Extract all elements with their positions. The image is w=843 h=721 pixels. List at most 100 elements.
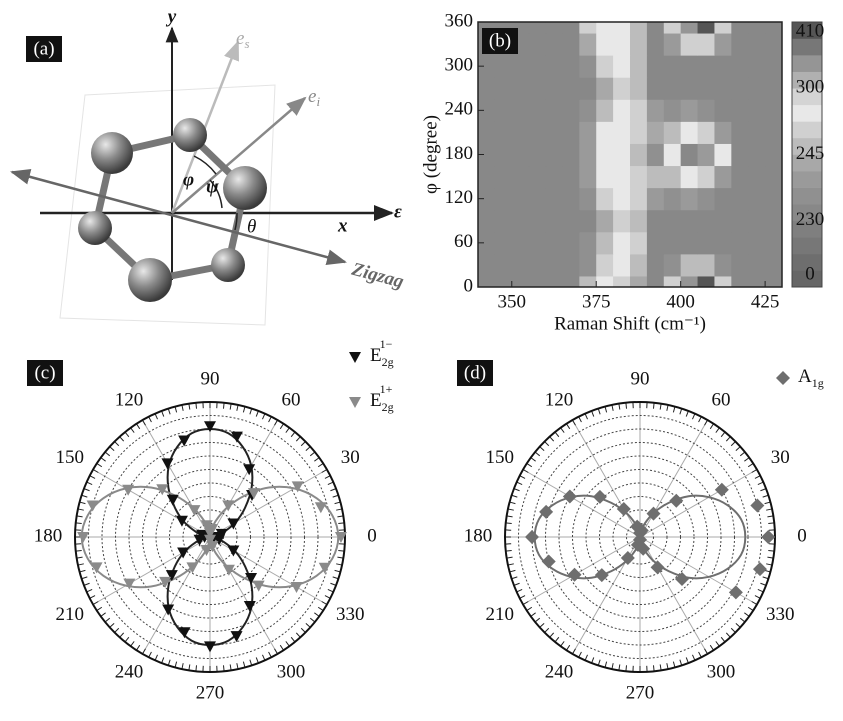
- data-point: [729, 585, 743, 599]
- colorbar-tick-label: 0: [805, 263, 815, 284]
- heatmap-cell: [613, 254, 630, 277]
- heatmap-cell: [664, 254, 681, 277]
- heatmap-cell: [647, 210, 664, 233]
- heatmap-cell: [765, 99, 782, 122]
- panel-label-text: (d): [464, 362, 486, 383]
- heatmap-cell: [613, 99, 630, 122]
- heatmap-cell: [512, 143, 529, 166]
- heatmap-cell: [596, 143, 613, 166]
- heatmap-cell: [546, 99, 563, 122]
- heatmap-cell: [664, 121, 681, 144]
- heatmap-cell: [630, 210, 647, 233]
- data-point: [750, 499, 764, 513]
- heatmap-cell: [579, 254, 596, 277]
- heatmap-cell: [579, 99, 596, 122]
- zigzag-label: Zigzag: [349, 258, 406, 292]
- e-i-label: ei: [308, 86, 320, 109]
- heatmap-cell: [681, 33, 698, 56]
- heatmap-cell: [546, 121, 563, 144]
- heatmap-cell: [681, 99, 698, 122]
- x-axis-label: Raman Shift (cm⁻¹): [554, 313, 706, 334]
- heatmap-cell: [664, 143, 681, 166]
- angular-tick-label: 210: [485, 604, 514, 625]
- heatmap-cell: [579, 210, 596, 233]
- heatmap-cell: [579, 121, 596, 144]
- heatmap-cell: [731, 232, 748, 255]
- heatmap-cell: [647, 143, 664, 166]
- data-point: [177, 548, 189, 559]
- y-tick-label: 300: [445, 55, 474, 76]
- heatmap-cell: [664, 55, 681, 78]
- x-tick-label: 375: [582, 291, 611, 312]
- heatmap-cell: [529, 99, 546, 122]
- data-point: [669, 494, 683, 508]
- angular-tick-label: 210: [55, 604, 84, 625]
- heatmap-cell: [647, 188, 664, 211]
- heatmap-cell: [647, 55, 664, 78]
- colorbar-band: [792, 237, 822, 254]
- heatmap-cell: [546, 254, 563, 277]
- heatmap-cell: [731, 55, 748, 78]
- heatmap-cell: [529, 254, 546, 277]
- theta-label: θ: [247, 216, 256, 237]
- legend-sub: 2g: [382, 400, 394, 414]
- legend-entry: A1g: [798, 366, 824, 389]
- heatmap-cell: [630, 121, 647, 144]
- heatmap-cell: [765, 166, 782, 189]
- heatmap-cell: [495, 188, 512, 211]
- angular-tick-label: 240: [115, 661, 144, 682]
- heatmap-cell: [664, 166, 681, 189]
- heatmap-cell: [562, 55, 579, 78]
- heatmap-cell: [630, 166, 647, 189]
- colorbar-band: [792, 121, 822, 138]
- data-point: [568, 568, 582, 582]
- colorbar-band: [792, 105, 822, 122]
- heatmap-cell: [512, 232, 529, 255]
- heatmap-cell: [562, 232, 579, 255]
- colorbar-tick-label: 300: [796, 77, 825, 98]
- heatmap-cell: [478, 254, 495, 277]
- heatmap-cell: [562, 254, 579, 277]
- heatmap-cell: [748, 121, 765, 144]
- heatmap-cell: [579, 166, 596, 189]
- heatmap-cell: [613, 210, 630, 233]
- data-point: [87, 501, 99, 512]
- heatmap-cell: [681, 166, 698, 189]
- data-point: [186, 562, 198, 573]
- heatmap-cell: [512, 210, 529, 233]
- heatmap-cell: [596, 166, 613, 189]
- data-point: [315, 502, 327, 513]
- data-point: [291, 582, 303, 593]
- panel-label-text: (c): [34, 362, 55, 383]
- heatmap-cell: [714, 166, 731, 189]
- heatmap-cell: [512, 254, 529, 277]
- data-point: [593, 490, 607, 504]
- heatmap-cell: [495, 254, 512, 277]
- legend-marker: [349, 397, 361, 408]
- heatmap-cells: [478, 11, 783, 299]
- panel-a: y x es ei φ ψ θ ε⃗ Zigzag (a): [12, 6, 417, 325]
- heatmap-cell: [698, 188, 715, 211]
- heatmap-cell: [546, 77, 563, 100]
- angular-tick-label: 180: [464, 525, 493, 546]
- heatmap-cell: [613, 77, 630, 100]
- y-label: y: [166, 6, 177, 27]
- heatmap-cell: [748, 143, 765, 166]
- heatmap-cell: [495, 55, 512, 78]
- angular-tick-label: 240: [545, 661, 574, 682]
- heatmap-cell: [714, 77, 731, 100]
- legend-sup: 1+: [380, 382, 393, 396]
- heatmap-cell: [647, 121, 664, 144]
- heatmap-cell: [630, 188, 647, 211]
- heatmap-cell: [613, 33, 630, 56]
- panel-label: (c): [27, 360, 63, 386]
- heatmap-cell: [478, 121, 495, 144]
- angular-tick-label: 90: [201, 368, 220, 389]
- heatmap-cell: [478, 77, 495, 100]
- heatmap-cell: [698, 254, 715, 277]
- angular-grid-line: [523, 470, 640, 538]
- angular-tick-label: 150: [485, 447, 514, 468]
- svg-text:(a): (a): [33, 38, 54, 59]
- legend-sub: 2g: [382, 355, 394, 369]
- heatmap-cell: [647, 77, 664, 100]
